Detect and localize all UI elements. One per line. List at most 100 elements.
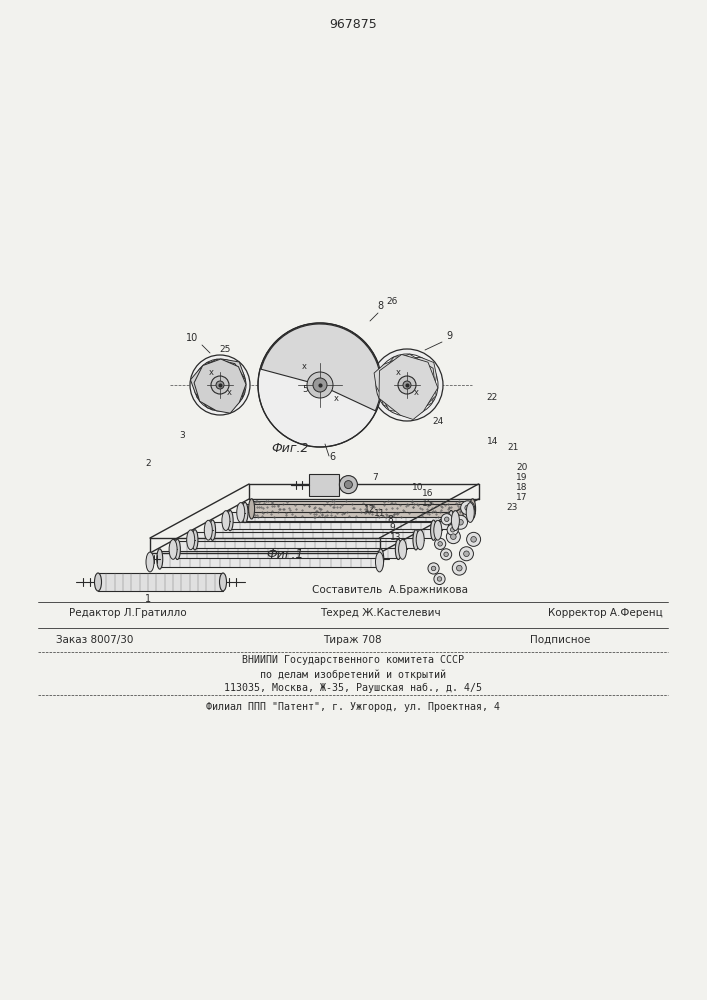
- Text: 2: 2: [145, 458, 151, 468]
- Text: Филиал ППП "Патент", г. Ужгород, ул. Проектная, 4: Филиал ППП "Патент", г. Ужгород, ул. Про…: [206, 702, 500, 712]
- Circle shape: [450, 528, 455, 532]
- Ellipse shape: [169, 540, 177, 559]
- Text: 18: 18: [516, 484, 527, 492]
- Circle shape: [467, 532, 481, 546]
- Polygon shape: [195, 360, 244, 410]
- Text: 9: 9: [389, 524, 395, 532]
- Polygon shape: [252, 501, 472, 517]
- Ellipse shape: [95, 573, 102, 591]
- Ellipse shape: [157, 549, 163, 569]
- Ellipse shape: [222, 511, 230, 530]
- Circle shape: [437, 577, 442, 581]
- Circle shape: [450, 534, 456, 539]
- Polygon shape: [230, 512, 451, 529]
- Text: 10: 10: [186, 333, 198, 343]
- Circle shape: [453, 515, 467, 529]
- Ellipse shape: [209, 520, 216, 540]
- Ellipse shape: [451, 511, 460, 530]
- Text: Фиг.2: Фиг.2: [271, 442, 309, 455]
- Circle shape: [471, 537, 477, 542]
- Ellipse shape: [434, 520, 442, 540]
- Ellipse shape: [204, 520, 212, 540]
- Ellipse shape: [413, 530, 419, 550]
- Text: 19: 19: [516, 474, 527, 483]
- Circle shape: [464, 551, 469, 557]
- Text: 5: 5: [302, 385, 308, 394]
- Ellipse shape: [448, 510, 454, 531]
- Text: x: x: [395, 368, 400, 377]
- Text: Составитель  А.Бражникова: Составитель А.Бражникова: [312, 585, 468, 595]
- Text: 6: 6: [415, 540, 421, 548]
- Circle shape: [428, 563, 439, 574]
- Ellipse shape: [146, 552, 154, 572]
- Circle shape: [452, 561, 467, 575]
- Text: 11: 11: [374, 510, 386, 518]
- Wedge shape: [261, 324, 381, 411]
- Text: x: x: [209, 368, 214, 377]
- Text: x: x: [414, 388, 419, 397]
- Text: 967875: 967875: [329, 18, 377, 31]
- Polygon shape: [194, 359, 246, 413]
- Circle shape: [447, 524, 458, 535]
- Text: 24: 24: [433, 418, 443, 426]
- Circle shape: [431, 566, 436, 571]
- Text: x: x: [226, 388, 231, 397]
- Text: 6: 6: [329, 452, 335, 462]
- Circle shape: [440, 549, 452, 560]
- Text: 16: 16: [422, 489, 434, 498]
- Text: 8: 8: [377, 301, 383, 311]
- Circle shape: [339, 476, 358, 494]
- Text: 25: 25: [219, 346, 230, 355]
- Text: 7: 7: [372, 474, 378, 483]
- Bar: [310, 474, 339, 496]
- Ellipse shape: [399, 540, 407, 559]
- Circle shape: [211, 376, 229, 394]
- Circle shape: [435, 538, 445, 549]
- Circle shape: [376, 354, 438, 416]
- Circle shape: [457, 565, 462, 571]
- Circle shape: [461, 501, 474, 515]
- Text: 14: 14: [487, 438, 498, 446]
- Circle shape: [403, 381, 411, 389]
- Polygon shape: [177, 541, 398, 558]
- Ellipse shape: [219, 573, 226, 591]
- Circle shape: [441, 514, 452, 525]
- Text: Фиг.1: Фиг.1: [267, 548, 304, 561]
- Circle shape: [371, 349, 443, 421]
- Ellipse shape: [463, 502, 469, 523]
- Text: Подписное: Подписное: [530, 635, 590, 645]
- Polygon shape: [98, 573, 223, 591]
- Text: Тираж 708: Тираж 708: [322, 635, 381, 645]
- Ellipse shape: [192, 530, 198, 550]
- Circle shape: [344, 481, 352, 489]
- Ellipse shape: [469, 499, 476, 519]
- Text: 20: 20: [516, 464, 527, 473]
- Text: 26: 26: [386, 298, 397, 306]
- Circle shape: [438, 542, 443, 546]
- Text: Корректор А.Ференц: Корректор А.Ференц: [548, 608, 662, 618]
- Text: по делам изобретений и открытий: по делам изобретений и открытий: [260, 670, 446, 680]
- Ellipse shape: [237, 503, 245, 522]
- Circle shape: [216, 381, 224, 389]
- Polygon shape: [245, 504, 466, 521]
- Text: 22: 22: [486, 393, 498, 402]
- Circle shape: [307, 372, 333, 398]
- Text: x: x: [334, 394, 339, 403]
- Text: 4: 4: [217, 400, 223, 410]
- Polygon shape: [374, 354, 436, 415]
- Ellipse shape: [378, 549, 384, 569]
- Text: 113035, Москва, Ж-35, Раушская наб., д. 4/5: 113035, Москва, Ж-35, Раушская наб., д. …: [224, 683, 482, 693]
- Text: 10: 10: [412, 484, 423, 492]
- Ellipse shape: [175, 539, 180, 560]
- Circle shape: [313, 378, 327, 392]
- Circle shape: [445, 517, 449, 521]
- Ellipse shape: [431, 520, 436, 540]
- Ellipse shape: [375, 552, 383, 572]
- Ellipse shape: [395, 539, 402, 560]
- Text: Редактор Л.Гратилло: Редактор Л.Гратилло: [69, 608, 187, 618]
- Circle shape: [464, 505, 470, 511]
- Text: Заказ 8007/30: Заказ 8007/30: [57, 635, 134, 645]
- Text: 17: 17: [516, 493, 527, 502]
- Circle shape: [460, 547, 474, 561]
- Polygon shape: [379, 354, 438, 419]
